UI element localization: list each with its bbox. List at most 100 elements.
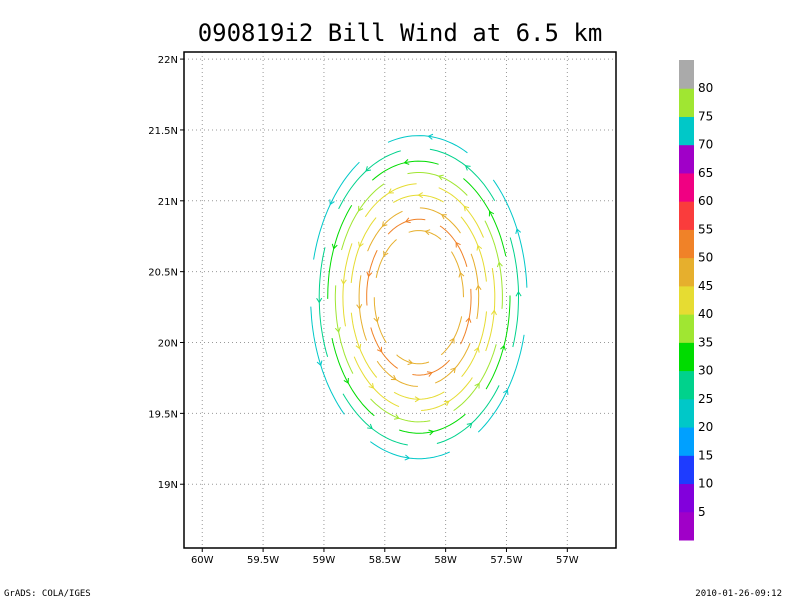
y-tick-label: 20.5N (148, 268, 178, 279)
x-axis-ticks: 60W 59.5W 59W 58.5W 58W 57.5W 57W (191, 548, 579, 566)
streamline (460, 288, 472, 345)
streamline-arrow (356, 304, 363, 310)
streamline-arrow (426, 371, 433, 377)
colorbar-swatch (679, 257, 694, 287)
streamline-arrow (407, 359, 414, 366)
colorbar-swatch (679, 201, 694, 230)
colorbar-swatch (679, 172, 694, 202)
y-tick-label: 20N (158, 339, 178, 350)
streamline-arrow (464, 165, 471, 171)
streamline-arrow (367, 423, 373, 430)
streamline (477, 334, 525, 433)
x-tick-label: 58.5W (369, 555, 401, 566)
streamline (370, 441, 450, 460)
streamline-arrow (490, 309, 497, 316)
streamline-arrow (393, 414, 400, 420)
streamline-arrow (515, 228, 522, 235)
streamline-arrow (474, 382, 480, 389)
colorbar-label: 50 (698, 251, 713, 265)
streamline-arrow (428, 429, 435, 436)
streamline-arrow (383, 250, 389, 257)
streamline (453, 344, 497, 412)
streamline-arrow (450, 367, 456, 374)
streamline-arrow (455, 241, 461, 248)
y-axis-ticks: 19N 19.5N 20N 20.5N 21N 21.5N 22N (148, 55, 184, 491)
streamline-arrow (316, 297, 323, 304)
streamline-arrow (474, 346, 480, 353)
streamline-arrow (355, 343, 362, 350)
streamline-arrow (476, 244, 483, 251)
y-tick-label: 21N (158, 197, 178, 208)
colorbar-label: 15 (698, 448, 713, 462)
y-tick-label: 21.5N (148, 126, 178, 137)
streamline-arrow (496, 261, 503, 268)
colorbar-swatch (679, 60, 694, 89)
x-tick-label: 57.5W (490, 555, 522, 566)
colorbar-swatch (679, 370, 694, 400)
streamline-arrow (424, 229, 431, 236)
streamline (396, 354, 430, 365)
streamline-arrow (329, 199, 335, 206)
streamline (408, 230, 442, 240)
streamline-arrow (515, 290, 522, 297)
streamline (393, 391, 445, 400)
colorbar-label: 20 (698, 420, 713, 434)
streamline (367, 210, 403, 252)
colorbar-label: 40 (698, 307, 713, 321)
colorbar-swatch (679, 511, 694, 541)
colorbar: 5 10 15 20 25 30 35 40 45 50 55 60 65 70 75 80 (679, 60, 713, 541)
colorbar-swatch (679, 88, 694, 117)
streamline-arrow (343, 377, 349, 384)
grid-lines (184, 52, 616, 548)
streamline (399, 413, 466, 434)
x-tick-label: 60W (191, 555, 214, 566)
plot-frame (183, 51, 617, 549)
streamline-arrow (465, 317, 472, 323)
streamline-arrow (437, 174, 444, 181)
x-tick-label: 59W (313, 555, 336, 566)
streamline (434, 342, 471, 384)
streamline (327, 205, 353, 299)
colorbar-label: 55 (698, 222, 713, 236)
streamline-arrow (414, 396, 421, 403)
streamline (485, 268, 496, 352)
streamline (350, 312, 378, 378)
colorbar-label: 45 (698, 279, 713, 293)
streamline (439, 225, 468, 267)
streamline (375, 239, 397, 279)
streamline-arrow (427, 133, 434, 140)
streamline (440, 316, 463, 356)
colorbar-swatch (679, 144, 694, 174)
streamline (371, 160, 439, 181)
streamline (429, 148, 496, 201)
footer-left: GrADS: COLA/IGES (4, 589, 91, 599)
streamline (509, 237, 519, 348)
streamline-arrow (417, 192, 424, 199)
streamline-arrow (381, 221, 388, 228)
streamline (419, 207, 461, 234)
streamline (485, 295, 511, 390)
colorbar-swatch (679, 285, 694, 315)
streamline-arrow (443, 400, 450, 407)
colorbar-label: 75 (698, 109, 713, 123)
y-tick-label: 19.5N (148, 409, 178, 420)
streamline-arrow (449, 337, 455, 344)
streamline-arrow (358, 205, 364, 212)
streamline (318, 247, 329, 357)
streamline-arrow (503, 389, 509, 395)
streamlines (310, 133, 528, 461)
streamline-arrow (366, 271, 373, 278)
colorbar-swatch (679, 398, 694, 428)
streamline-arrow (404, 217, 411, 224)
y-tick-label: 19N (158, 480, 178, 491)
streamline (313, 161, 360, 260)
streamline-arrow (376, 346, 383, 353)
streamline-arrow (404, 454, 411, 461)
streamline-arrow (340, 279, 347, 285)
colorbar-swatch (679, 229, 694, 259)
streamline-arrow (440, 214, 447, 220)
streamline (387, 135, 468, 154)
colorbar-label: 65 (698, 166, 713, 180)
x-tick-label: 57W (556, 555, 579, 566)
